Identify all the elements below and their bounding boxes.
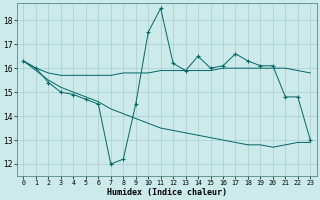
- X-axis label: Humidex (Indice chaleur): Humidex (Indice chaleur): [107, 188, 227, 197]
